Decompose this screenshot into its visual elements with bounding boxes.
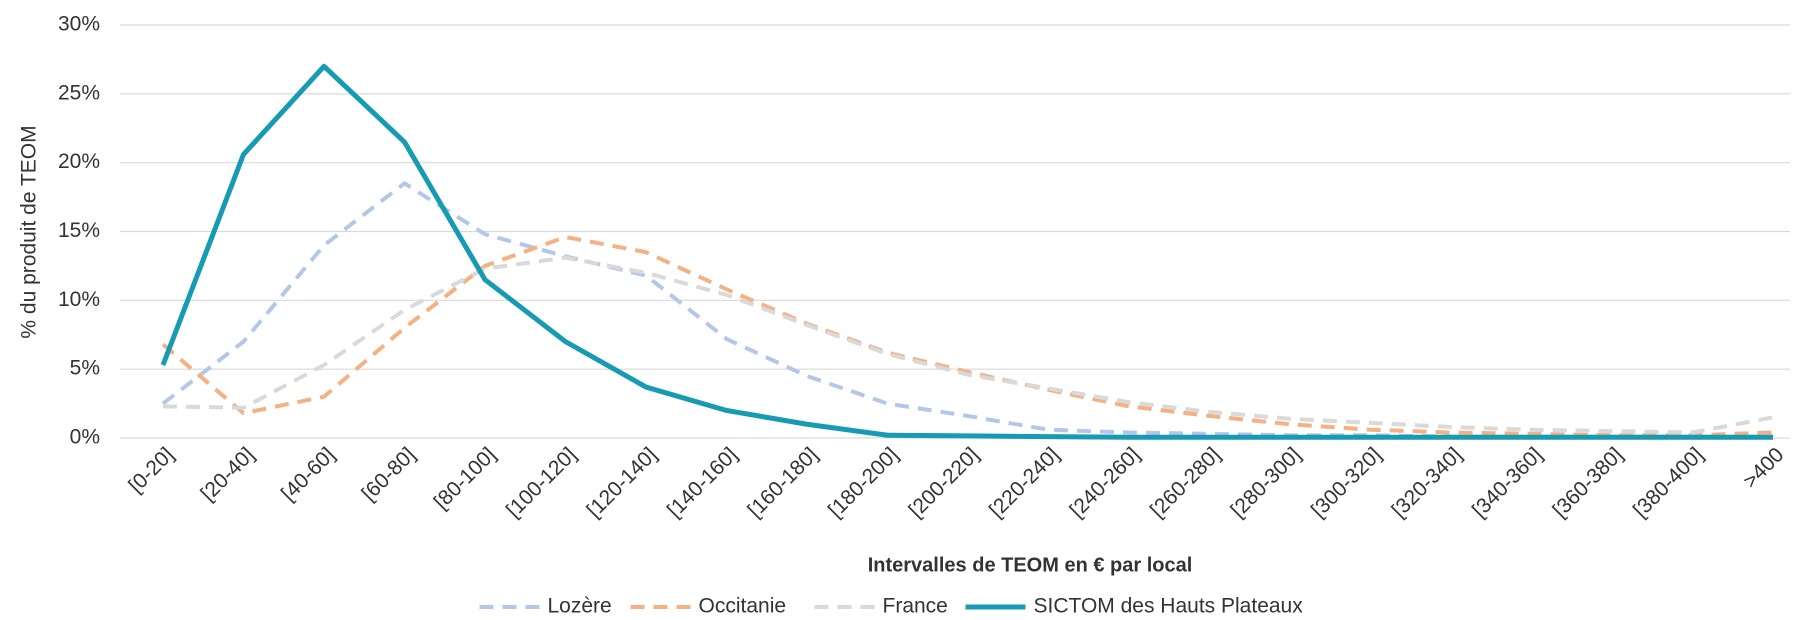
y-tick-label: 30% bbox=[58, 13, 100, 36]
y-tick-label: 10% bbox=[58, 288, 100, 311]
x-tick-label: [20-40] bbox=[196, 443, 259, 506]
x-tick-label: [180-200] bbox=[824, 443, 903, 522]
legend-label: Occitanie bbox=[699, 595, 787, 618]
legend-label: France bbox=[883, 595, 948, 618]
x-tick-label: [140-160] bbox=[663, 443, 742, 522]
x-tick-label: [360-380] bbox=[1548, 443, 1627, 522]
x-tick-label: [60-80] bbox=[357, 443, 420, 506]
y-tick-label: 0% bbox=[70, 426, 100, 449]
x-tick-label: [80-100] bbox=[430, 443, 501, 514]
x-tick-label: [220-240] bbox=[985, 443, 1064, 522]
x-tick-label: >400 bbox=[1739, 443, 1789, 493]
x-tick-label: [300-320] bbox=[1307, 443, 1386, 522]
x-tick-label: [340-360] bbox=[1468, 443, 1547, 522]
y-tick-label: 20% bbox=[58, 150, 100, 173]
x-tick-label: [0-20] bbox=[124, 443, 178, 497]
legend-label: Lozère bbox=[548, 595, 612, 618]
x-tick-label: [40-60] bbox=[277, 443, 340, 506]
series-line bbox=[161, 235, 1774, 438]
x-axis-title: Intervalles de TEOM en € par local bbox=[868, 554, 1193, 576]
x-tick-label: [260-280] bbox=[1146, 443, 1225, 522]
series-line bbox=[162, 255, 1774, 435]
series-line bbox=[161, 181, 1773, 439]
x-tick-label: [200-220] bbox=[904, 443, 983, 522]
y-tick-label: 25% bbox=[58, 81, 100, 104]
x-tick-label: [160-180] bbox=[743, 443, 822, 522]
y-tick-label: 5% bbox=[70, 357, 100, 380]
y-axis-title: % du produit de TEOM bbox=[18, 125, 41, 338]
x-tick-label: [280-300] bbox=[1226, 443, 1305, 522]
x-tick-label: [120-140] bbox=[582, 443, 661, 522]
x-tick-label: [100-120] bbox=[502, 443, 581, 522]
x-tick-label: [320-340] bbox=[1387, 443, 1466, 522]
y-tick-label: 15% bbox=[58, 219, 100, 242]
series-line bbox=[160, 63, 1773, 440]
x-tick-label: [240-260] bbox=[1065, 443, 1144, 522]
x-tick-label: [380-400] bbox=[1629, 443, 1708, 522]
legend-label: SICTOM des Hauts Plateaux bbox=[1034, 595, 1304, 618]
